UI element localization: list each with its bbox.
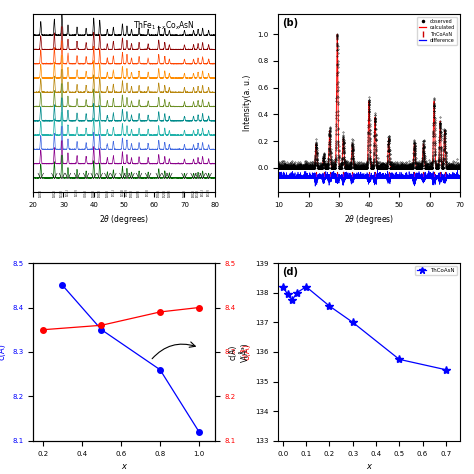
Text: (212): (212): [125, 189, 129, 196]
Text: (b): (b): [282, 18, 298, 28]
Text: (213): (213): [146, 189, 150, 196]
Text: (114): (114): [120, 189, 125, 196]
Text: ThFe$_{1-x}$Co$_x$AsN: ThFe$_{1-x}$Co$_x$AsN: [133, 19, 195, 32]
X-axis label: 2$\theta$ (degrees): 2$\theta$ (degrees): [99, 213, 149, 226]
Text: (200): (200): [91, 189, 96, 197]
Legend: ThCoAsN: ThCoAsN: [415, 266, 457, 275]
Text: (204): (204): [157, 189, 161, 197]
Text: (104): (104): [105, 189, 109, 197]
X-axis label: x: x: [121, 462, 127, 471]
Text: (111): (111): [66, 189, 70, 196]
Legend: observed, calculated, ThCoAsN, difference: observed, calculated, ThCoAsN, differenc…: [417, 17, 457, 45]
Text: (106): (106): [167, 189, 171, 197]
Text: (312): (312): [207, 189, 210, 196]
Text: (220): (220): [163, 189, 167, 197]
Text: (004): (004): [84, 189, 88, 197]
Text: (110): (110): [60, 189, 64, 197]
Y-axis label: c(Å): c(Å): [0, 344, 7, 360]
Text: (101): (101): [39, 189, 43, 197]
Text: (311): (311): [201, 189, 205, 196]
Text: (d): (d): [282, 267, 298, 277]
X-axis label: x: x: [366, 462, 372, 471]
Text: (105): (105): [137, 189, 141, 197]
Text: (310): (310): [196, 189, 200, 197]
X-axis label: 2$\theta$ (degrees): 2$\theta$ (degrees): [344, 213, 394, 226]
Text: (203): (203): [129, 189, 134, 197]
Text: (302): (302): [191, 189, 196, 197]
Y-axis label: c(A)
V(Å³): c(A) V(Å³): [229, 342, 249, 362]
Y-axis label: Intensity(a. u.): Intensity(a. u.): [243, 75, 252, 131]
Y-axis label: c(Å): c(Å): [241, 344, 251, 360]
Text: (112): (112): [75, 189, 79, 196]
Text: (205): (205): [182, 189, 186, 197]
Text: (211): (211): [111, 189, 115, 196]
Text: (102): (102): [52, 189, 56, 197]
Text: (201): (201): [98, 189, 102, 197]
